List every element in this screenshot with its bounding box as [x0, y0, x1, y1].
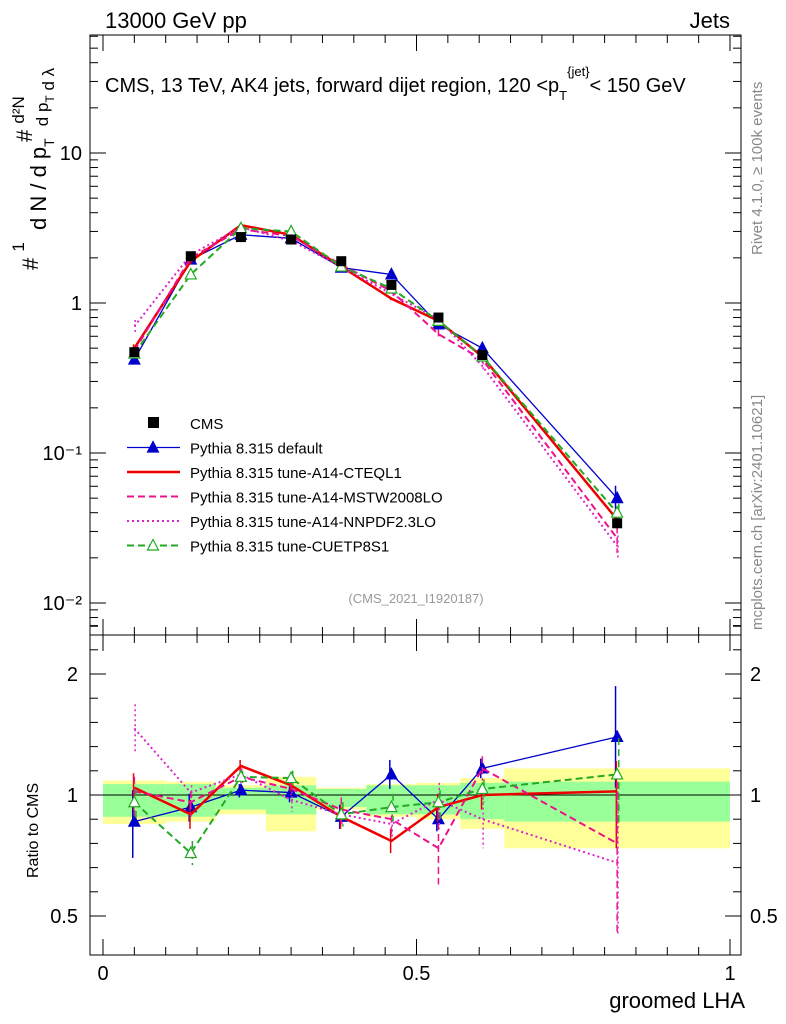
ratio-y-tick-label-right-1: 1: [750, 785, 761, 807]
ratio-y-tick-label-left-2: 2: [67, 664, 78, 686]
x-tick-label-0: 0: [97, 963, 108, 985]
ratio-marker-s4-p5: [384, 799, 398, 813]
cms-data-marker-1: [185, 251, 196, 262]
ratio-line-series-2: [134, 767, 618, 850]
main-y-axis-label: # 1 d N / d pT # d²N d pT d λ: [9, 67, 58, 270]
cms-data-marker-8: [612, 518, 623, 529]
legend-label-3: Pythia 8.315 tune-A14-NNPDF2.3LO: [190, 514, 436, 531]
ratio-marker-s4-p0: [127, 794, 141, 808]
cms-data-marker-2: [235, 232, 246, 243]
ratio-marker-s4-p8: [610, 767, 624, 780]
ratio-marker-s4-p3: [284, 770, 298, 784]
main-series: [127, 220, 624, 559]
header-left-label: 13000 GeV pp: [105, 8, 247, 33]
x-tick-label-2: 1: [724, 963, 735, 985]
header-right-label: Jets: [690, 8, 730, 33]
x-axis-label: groomed LHA: [609, 988, 745, 1013]
ratio-marker-s4-p1: [184, 845, 198, 859]
legend-label-4: Pythia 8.315 tune-CUETP8S1: [190, 539, 389, 556]
ratio-y-axis-label: Ratio to CMS: [25, 783, 42, 878]
ratio-series: [127, 686, 624, 936]
cms-data-marker-3: [286, 234, 297, 245]
cms-data-marker-6: [433, 312, 444, 323]
legend-label-cms: CMS: [190, 416, 223, 433]
ratio-y-tick-label-left-1: 1: [67, 785, 78, 807]
ratio-marker-s0-p2: [234, 782, 248, 796]
ratio-marker-s0-p3: [284, 785, 298, 798]
ratio-y-tick-label-right-2: 2: [750, 664, 761, 686]
legend-label-1: Pythia 8.315 tune-A14-CTEQL1: [190, 465, 402, 482]
legend-label-0: Pythia 8.315 default: [190, 441, 323, 458]
legend-cms-marker: [148, 417, 159, 428]
legend-marker-0: [146, 440, 160, 453]
main-marker-s0-p5: [384, 267, 398, 280]
cms-data-marker-0: [129, 347, 140, 358]
legend-marker-4: [146, 538, 160, 551]
ratio-marker-s0-p0: [127, 814, 141, 827]
x-tick-label-1: 0.5: [403, 963, 431, 985]
cms-data-marker-7: [477, 350, 488, 361]
inner-band-bin-2: [215, 787, 267, 810]
main-marker-s0-p0: [127, 352, 141, 365]
main-plot-frame: [89, 34, 742, 636]
ratio-marker-s0-p5: [384, 767, 398, 780]
main-line-series-0: [133, 234, 618, 499]
mcplots-label: mcplots.cern.ch [arXiv:2401.10621]: [749, 395, 766, 630]
ratio-marker-s4-p4: [334, 807, 348, 820]
legend-label-2: Pythia 8.315 tune-A14-MSTW2008LO: [190, 490, 443, 507]
main-y-tick-label-2: 1: [71, 293, 82, 315]
cms-data-points: [129, 232, 623, 529]
cms-data-marker-5: [386, 279, 397, 290]
ratio-y-tick-label-right-0: 0.5: [750, 906, 778, 928]
cms-data-marker-4: [336, 256, 347, 267]
ratio-y-tick-label-left-0: 0.5: [50, 906, 78, 928]
main-marker-s0-p8: [610, 490, 624, 504]
main-marker-s4-p8: [610, 505, 624, 518]
ratio-marker-s4-p7: [475, 781, 489, 795]
main-marker-s4-p1: [184, 267, 198, 280]
ratio-marker-s0-p8: [610, 729, 624, 743]
main-y-tick-label-3: 10: [60, 143, 82, 165]
legend: CMS Pythia 8.315 default Pythia 8.315 tune…: [127, 416, 443, 556]
rivet-version-label: Rivet 4.1.0, ≥ 100k events: [749, 82, 766, 255]
chart-title: CMS, 13 TeV, AK4 jets, forward dijet reg…: [105, 64, 686, 103]
svg-text:# 1: # 1: [9, 242, 43, 270]
ratio-marker-s4-p6: [431, 794, 445, 808]
axis-ticks: 10⁻² 10⁻¹ 1 10 0 0.5 1 0.5 0.5 1 1 2 2: [43, 35, 778, 985]
main-y-tick-label-1: 10⁻¹: [43, 443, 83, 465]
svg-text:d N / d pT: d N / d pT: [26, 138, 57, 230]
analysis-label: (CMS_2021_I1920187): [348, 591, 483, 606]
ratio-marker-s4-p2: [234, 769, 248, 782]
main-y-tick-label-0: 10⁻²: [43, 593, 83, 615]
